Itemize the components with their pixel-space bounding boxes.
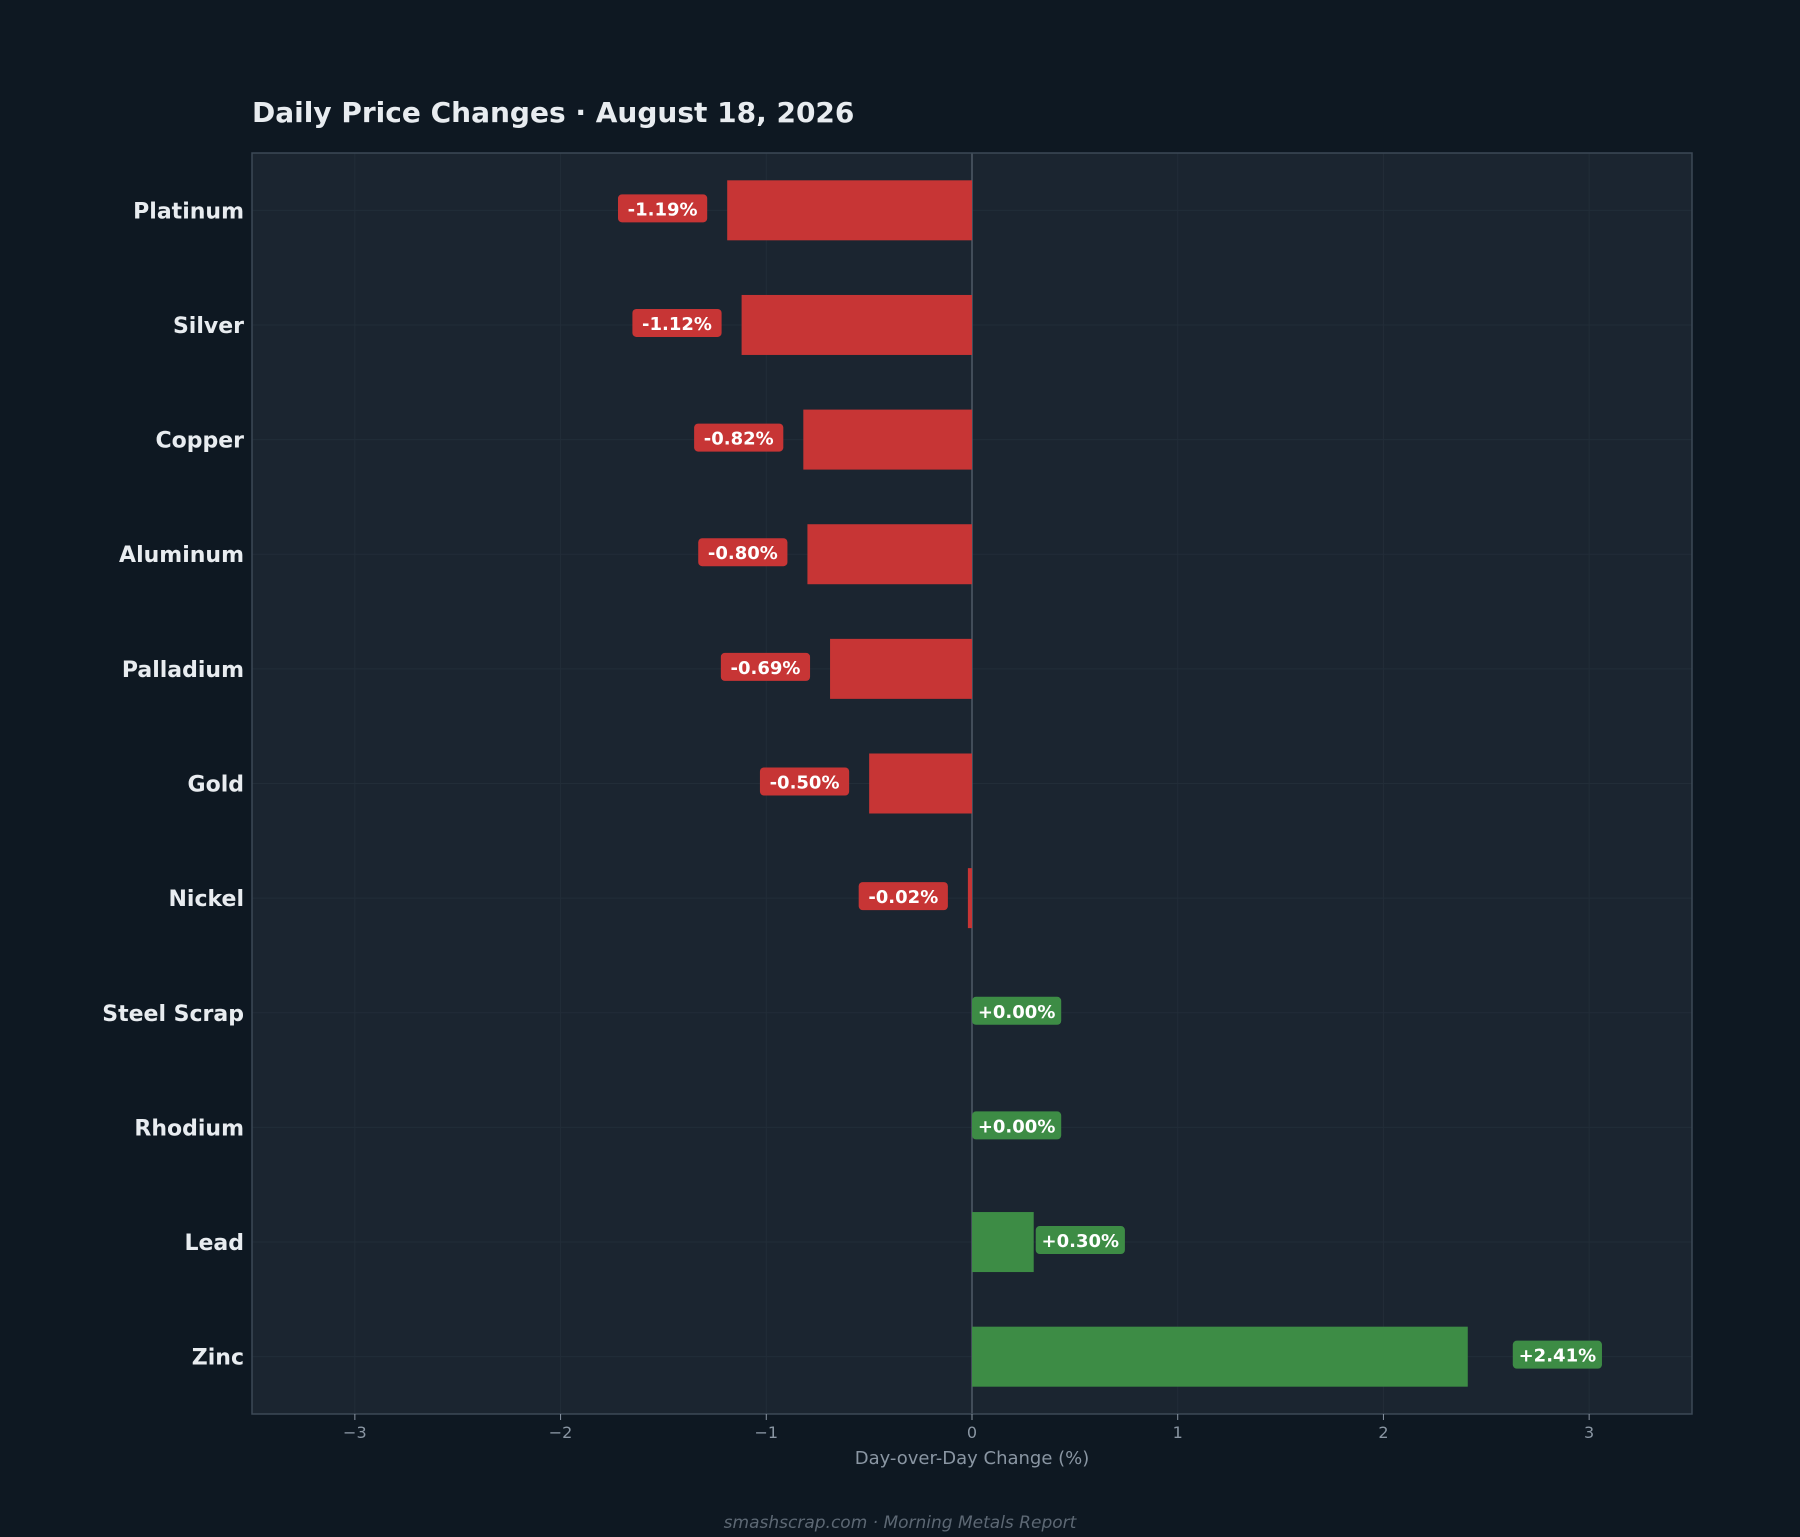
value-label: -0.82% xyxy=(704,429,774,450)
bar-copper xyxy=(803,409,972,470)
x-tick-label: 0 xyxy=(967,1423,977,1442)
value-badge xyxy=(972,1111,1062,1140)
x-tick-label: 2 xyxy=(1378,1423,1388,1442)
y-tick-label: Gold xyxy=(188,773,244,798)
value-label: +2.41% xyxy=(1519,1346,1597,1367)
x-tick-label: −2 xyxy=(549,1423,573,1442)
y-tick-label: Palladium xyxy=(122,658,244,683)
bar-aluminum xyxy=(807,524,972,585)
value-label: -0.02% xyxy=(868,887,938,908)
x-tick-label: 1 xyxy=(1173,1423,1183,1442)
x-axis-title: Day-over-Day Change (%) xyxy=(855,1448,1090,1469)
bar-palladium xyxy=(830,638,972,699)
value-badge xyxy=(632,308,722,337)
y-tick-label: Zinc xyxy=(192,1346,244,1371)
plot-area: Platinum -1.19% Silver -1.12% Copper -0.82% Al… xyxy=(102,152,1693,1442)
y-tick-label: Lead xyxy=(184,1231,244,1256)
value-badge xyxy=(858,882,948,911)
y-tick-label: Silver xyxy=(173,314,244,339)
value-badge xyxy=(1512,1340,1602,1369)
x-tick-label: 3 xyxy=(1584,1423,1594,1442)
bar-lead xyxy=(972,1212,1034,1273)
bar-silver xyxy=(741,294,972,355)
value-badge xyxy=(972,996,1062,1025)
value-label: -1.12% xyxy=(642,314,712,335)
value-label: -0.80% xyxy=(708,543,778,564)
value-label: -0.69% xyxy=(730,658,800,679)
value-badge xyxy=(720,652,811,681)
value-badge xyxy=(759,767,850,796)
value-label: -1.19% xyxy=(628,199,698,220)
y-tick-label: Nickel xyxy=(169,887,245,912)
value-label: -0.50% xyxy=(770,773,840,794)
value-badge xyxy=(618,194,708,223)
footer-credit: smashscrap.com · Morning Metals Report xyxy=(724,1513,1078,1533)
y-tick-label: Copper xyxy=(155,429,244,454)
value-badge xyxy=(1035,1226,1125,1255)
bar-zinc xyxy=(972,1326,1468,1387)
value-label: +0.30% xyxy=(1042,1231,1120,1252)
y-tick-label: Aluminum xyxy=(119,543,244,568)
value-badge xyxy=(694,423,784,452)
y-tick-label: Steel Scrap xyxy=(102,1002,244,1027)
x-tick-label: −3 xyxy=(343,1423,367,1442)
chart-title: Daily Price Changes · August 18, 2026 xyxy=(252,96,854,129)
y-tick-label: Platinum xyxy=(133,199,244,224)
bar-nickel xyxy=(967,868,972,929)
value-badge xyxy=(698,538,788,567)
bar-platinum xyxy=(727,180,972,241)
y-tick-label: Rhodium xyxy=(134,1116,244,1141)
value-label: +0.00% xyxy=(978,1116,1056,1137)
x-tick-label: −1 xyxy=(754,1423,778,1442)
bar-gold xyxy=(869,753,972,814)
value-label: +0.00% xyxy=(978,1002,1056,1023)
